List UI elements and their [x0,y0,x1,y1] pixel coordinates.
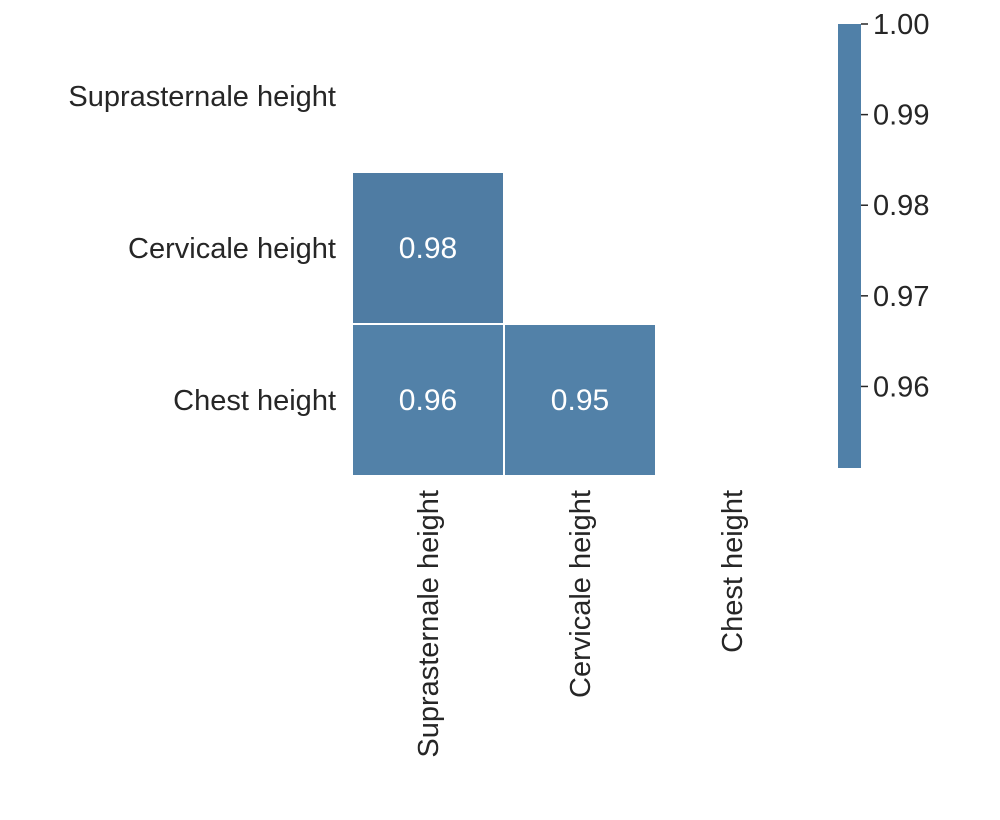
colorbar-tick-label: 0.98 [873,190,929,222]
heatmap-cells: 0.98 0.96 0.95 [351,171,657,477]
colorbar-tick-label: 1.00 [873,9,929,41]
column-label-cervicale-height: Cervicale height [565,490,597,698]
colorbar-bar [838,24,861,468]
heatmap-cell-chest-height-suprasternale-height [351,323,505,477]
colorbar-tick-label: 0.97 [873,281,929,313]
row-label-cervicale-height: Cervicale height [128,233,336,265]
colorbar-tick-label: 0.99 [873,100,929,132]
colorbar-tick-label: 0.96 [873,371,929,403]
cell-value-label: 0.96 [399,384,457,417]
colorbar: 1.00 0.99 0.98 0.97 0.96 [838,9,929,468]
row-label-chest-height: Chest height [173,385,336,417]
cell-value-label: 0.98 [399,232,457,265]
cell-value-label: 0.95 [551,384,609,417]
row-label-suprasternale-height: Suprasternale height [68,81,336,113]
column-label-suprasternale-height: Suprasternale height [413,490,445,758]
heatmap-cell-chest-height-cervicale-height [503,323,657,477]
heatmap-cell-cervicale-height-suprasternale-height [351,171,505,325]
column-labels: Suprasternale height Cervicale height Ches… [413,490,749,758]
row-labels: Suprasternale height Cervicale height Ches… [68,81,336,417]
column-label-chest-height: Chest height [717,490,749,653]
